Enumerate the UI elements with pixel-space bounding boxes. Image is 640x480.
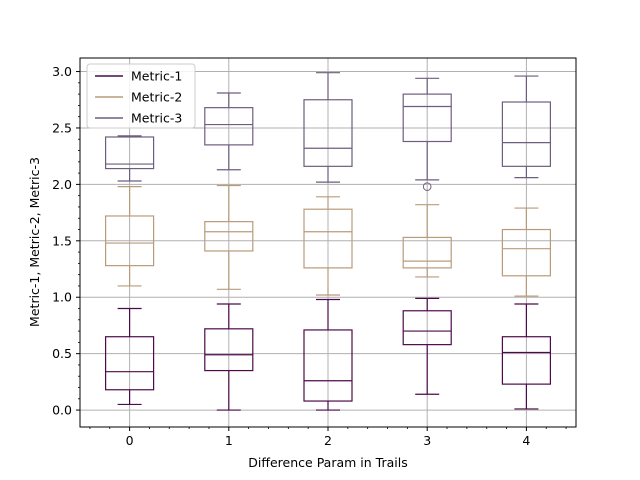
x-tick-label: 3 bbox=[423, 433, 431, 448]
legend-label: Metric-3 bbox=[131, 111, 182, 126]
y-tick-label: 2.0 bbox=[52, 177, 72, 192]
x-tick-label: 2 bbox=[324, 433, 332, 448]
y-tick-label: 3.0 bbox=[52, 64, 72, 79]
legend: Metric-1 Metric-2 Metric-3 bbox=[86, 63, 196, 129]
y-tick-label: 0.0 bbox=[52, 403, 72, 418]
outlier-point bbox=[422, 182, 432, 191]
box bbox=[204, 328, 254, 372]
y-tick-label: 2.5 bbox=[52, 120, 72, 135]
x-axis-title: Difference Param in Trails bbox=[248, 455, 407, 470]
y-tick-label: 0.5 bbox=[52, 346, 72, 361]
box bbox=[204, 221, 254, 252]
y-tick-label: 1.5 bbox=[52, 233, 72, 248]
box bbox=[104, 336, 155, 391]
legend-label: Metric-2 bbox=[131, 90, 182, 105]
box bbox=[501, 336, 551, 385]
box bbox=[303, 208, 353, 269]
box bbox=[204, 107, 254, 146]
box bbox=[402, 236, 452, 269]
box bbox=[104, 136, 155, 170]
series-metric-2 bbox=[104, 184, 551, 297]
legend-label: Metric-1 bbox=[131, 69, 182, 84]
box bbox=[303, 329, 353, 402]
x-tick-label: 4 bbox=[522, 433, 530, 448]
box-plot-series bbox=[104, 72, 551, 411]
box bbox=[303, 99, 353, 167]
y-tick-label: 1.0 bbox=[52, 290, 72, 305]
box bbox=[402, 93, 452, 143]
x-tick-label: 1 bbox=[225, 433, 233, 448]
y-axis-title: Metric-1, Metric-2, Metric-3 bbox=[27, 157, 42, 327]
box bbox=[501, 101, 551, 167]
box bbox=[104, 215, 155, 267]
axes: 0.0 0.5 1.0 1.5 2.0 2.5 3.0 0 1 2 3 4 bbox=[52, 57, 577, 448]
box bbox=[501, 228, 551, 277]
box bbox=[402, 310, 452, 346]
legend-box bbox=[86, 63, 196, 129]
x-tick-label: 0 bbox=[126, 433, 134, 448]
series-metric-1 bbox=[104, 297, 551, 411]
series-metric-3 bbox=[104, 72, 551, 191]
